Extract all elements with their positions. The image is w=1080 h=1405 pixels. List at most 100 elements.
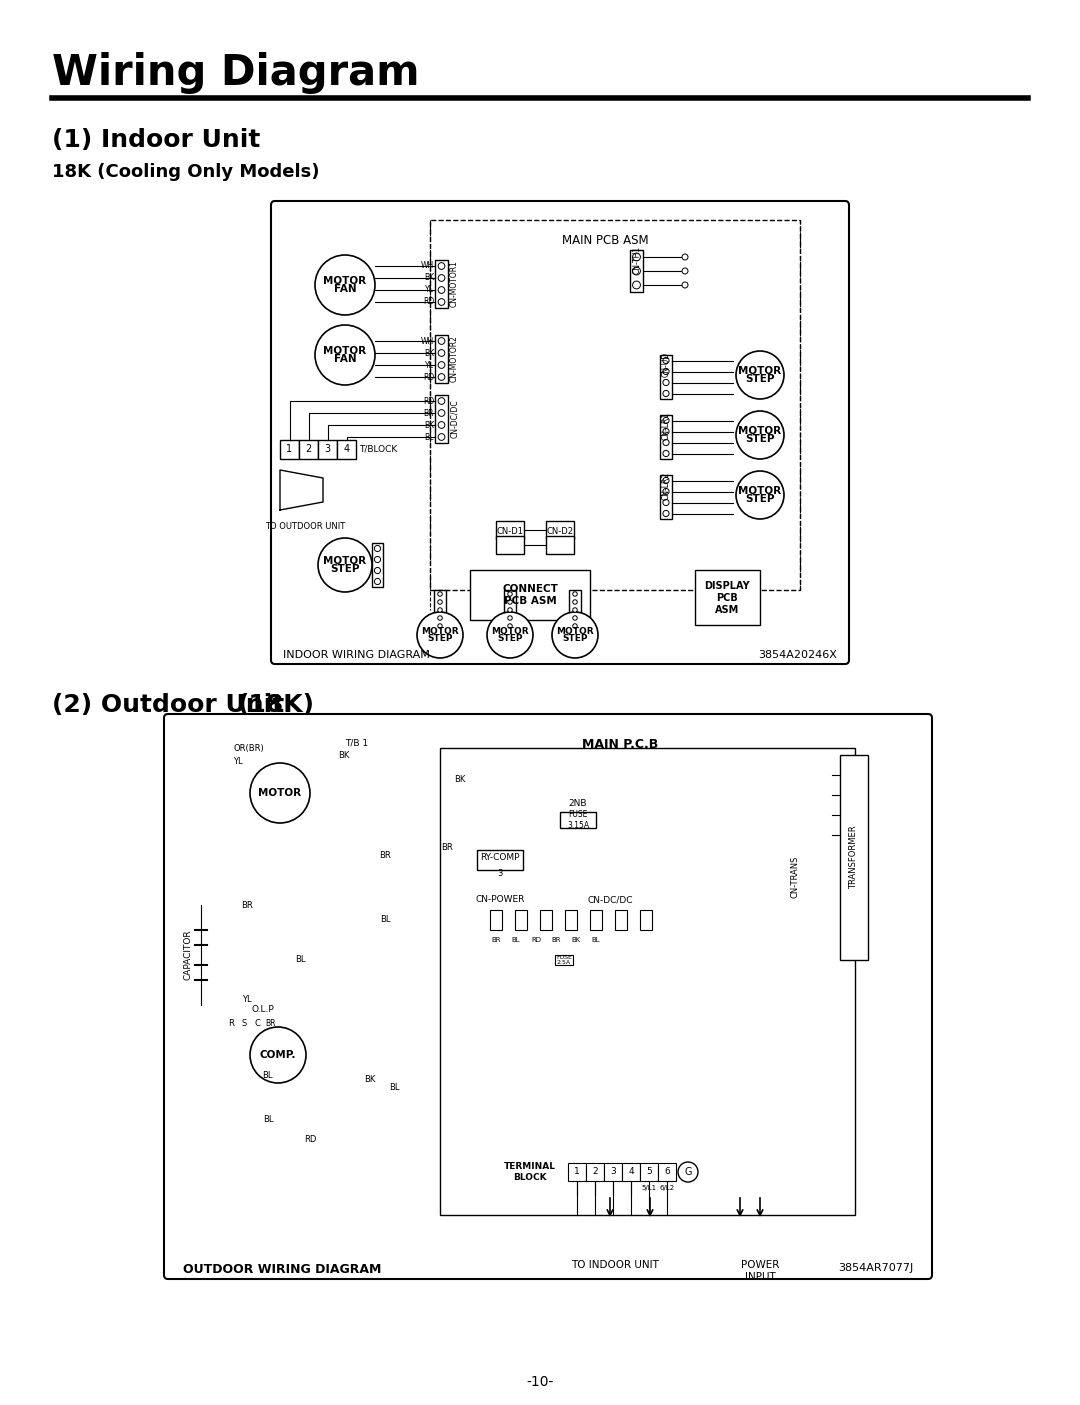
Bar [658,1163,676,1182]
Text: YL: YL [426,285,434,295]
Bar [490,910,502,930]
Text: 1: 1 [575,1168,580,1176]
Text: G: G [685,1168,692,1177]
Text: BL: BL [261,1071,272,1079]
Text: STEP: STEP [428,634,453,643]
Circle shape [438,398,445,405]
Circle shape [663,368,670,375]
Circle shape [663,451,670,457]
Bar [299,440,318,459]
Circle shape [438,274,445,281]
Circle shape [437,600,442,604]
Text: COMP.: COMP. [260,1050,296,1059]
Circle shape [437,624,442,628]
Circle shape [438,434,445,440]
Text: BK: BK [364,1075,376,1085]
Circle shape [572,608,577,613]
Circle shape [375,579,380,584]
Text: 3: 3 [610,1168,616,1176]
Text: BR: BR [379,850,391,860]
Text: BK: BK [423,348,434,357]
Text: BR: BR [551,937,561,943]
Circle shape [318,538,372,592]
Bar [496,521,524,540]
Bar [660,414,672,459]
Bar [540,910,552,930]
Circle shape [508,608,512,613]
Text: STEP: STEP [745,434,774,444]
Bar [515,910,527,930]
Text: STEP: STEP [745,495,774,504]
Text: (18K): (18K) [238,693,315,717]
Bar [586,1163,604,1182]
Text: MOTOR: MOTOR [421,627,459,636]
Circle shape [572,600,577,604]
Text: MOTOR: MOTOR [258,788,301,798]
Text: INDOOR WIRING DIAGRAM: INDOOR WIRING DIAGRAM [283,651,430,660]
Text: RY-COMP: RY-COMP [481,853,519,863]
Text: TO INDOOR UNIT: TO INDOOR UNIT [571,1260,659,1270]
Circle shape [633,267,640,275]
Circle shape [438,422,445,429]
Circle shape [572,615,577,620]
Circle shape [437,615,442,620]
Circle shape [663,357,670,364]
Bar [615,910,627,930]
Text: 5/L1: 5/L1 [642,1184,657,1191]
Circle shape [663,499,670,506]
Circle shape [508,600,512,604]
Bar [435,260,448,308]
Circle shape [487,613,534,658]
Text: BR: BR [265,1019,275,1027]
Text: RD: RD [531,937,541,943]
Text: FUSE
3.15A: FUSE 3.15A [567,811,589,830]
Text: BL: BL [592,937,600,943]
Text: TERMINAL
BLOCK: TERMINAL BLOCK [504,1162,556,1182]
Text: 6: 6 [664,1168,670,1176]
Circle shape [437,608,442,613]
Text: 3: 3 [324,444,330,454]
Circle shape [315,325,375,385]
Text: CN-D1: CN-D1 [497,527,524,535]
Text: MOTOR: MOTOR [323,275,366,285]
Circle shape [572,624,577,628]
Bar [430,221,800,590]
Text: 1: 1 [286,444,293,454]
Bar [496,535,524,554]
Text: CN-MOTOR2: CN-MOTOR2 [450,336,459,382]
Bar [546,521,573,540]
Text: R: R [228,1019,234,1027]
Circle shape [249,763,310,823]
Text: BK: BK [338,752,349,760]
Text: BL: BL [380,916,390,924]
Bar [555,955,573,965]
FancyBboxPatch shape [271,201,849,665]
Bar [318,440,337,459]
Text: MOTOR: MOTOR [491,627,529,636]
Text: CN-POWER: CN-POWER [475,895,525,905]
Circle shape [438,263,445,270]
Bar [546,535,573,554]
Text: MOTOR: MOTOR [323,346,366,355]
Text: TO OUTDOOR UNIT: TO OUTDOOR UNIT [265,523,346,531]
Text: YL: YL [242,996,252,1005]
Circle shape [315,254,375,315]
Bar [630,250,643,292]
Bar [477,850,523,870]
Text: -10-: -10- [526,1375,554,1390]
Bar [622,1163,640,1182]
Text: BR: BR [241,901,253,909]
Circle shape [663,510,670,517]
Text: BK: BK [455,776,465,784]
Text: MOTOR: MOTOR [739,486,782,496]
Text: Wiring Diagram: Wiring Diagram [52,52,419,94]
Bar [561,812,596,828]
Text: FAN: FAN [334,284,356,294]
Circle shape [375,556,380,562]
Text: 4: 4 [629,1168,634,1176]
Text: STEP: STEP [745,374,774,384]
Bar [604,1163,622,1182]
Text: O.L.P: O.L.P [252,1006,274,1014]
Text: (2) Outdoor Unit: (2) Outdoor Unit [52,693,293,717]
Text: 2: 2 [592,1168,598,1176]
